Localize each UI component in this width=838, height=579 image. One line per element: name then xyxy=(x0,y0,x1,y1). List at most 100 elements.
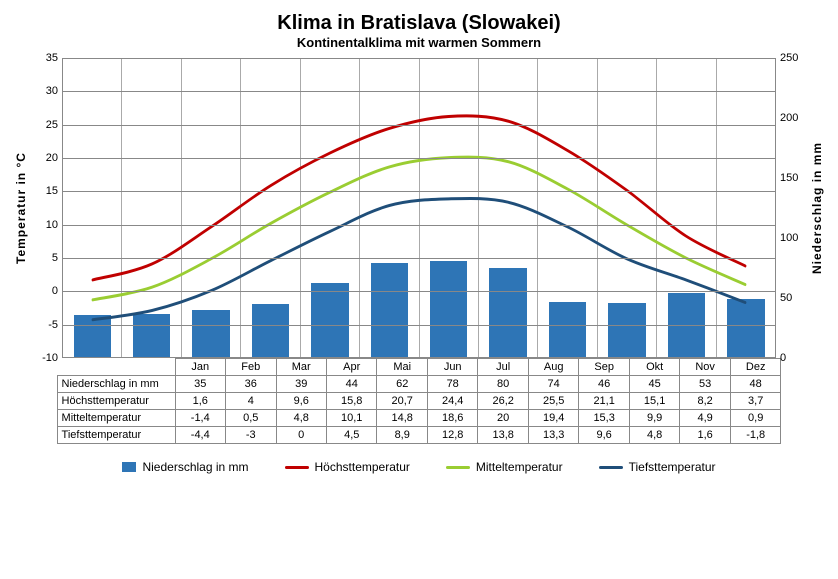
high-line xyxy=(93,116,746,280)
table-cell: 15,3 xyxy=(579,410,629,427)
y-axis-right-ticks: 050100150200250 xyxy=(776,58,808,358)
chart-subtitle: Kontinentalklima mit warmen Sommern xyxy=(12,35,826,50)
table-header-cell: Sep xyxy=(579,359,629,376)
table-cell: 0,9 xyxy=(730,410,781,427)
y-axis-right-label: Niederschlag in mm xyxy=(808,58,826,358)
table-header-cell: Aug xyxy=(528,359,578,376)
chart-title: Klima in Bratislava (Slowakei) xyxy=(12,12,826,35)
table-header-cell: Mai xyxy=(377,359,427,376)
table-cell: 24,4 xyxy=(427,393,477,410)
table-cell: 4,5 xyxy=(326,427,376,444)
table-cell: 4,8 xyxy=(276,410,326,427)
table-cell: 8,9 xyxy=(377,427,427,444)
gridline xyxy=(63,91,775,92)
table-row-label: Niederschlag in mm xyxy=(57,376,175,393)
table-cell: 62 xyxy=(377,376,427,393)
legend-swatch-line-icon xyxy=(285,466,309,469)
gridline xyxy=(63,125,775,126)
y-right-tick: 50 xyxy=(780,292,792,304)
table-cell: 53 xyxy=(680,376,730,393)
table-row-label: Höchsttemperatur xyxy=(57,393,175,410)
table-header-cell: Jul xyxy=(478,359,528,376)
y-right-tick: 250 xyxy=(780,52,798,64)
y-right-tick: 100 xyxy=(780,232,798,244)
table-corner xyxy=(57,359,175,376)
table-cell: 19,4 xyxy=(528,410,578,427)
table-cell: 13,3 xyxy=(528,427,578,444)
table-cell: 20,7 xyxy=(377,393,427,410)
y-left-tick: 35 xyxy=(46,52,58,64)
plot-canvas xyxy=(62,58,776,358)
table-cell: 45 xyxy=(629,376,679,393)
legend: Niederschlag in mm Höchsttemperatur Mittel… xyxy=(12,460,826,474)
data-table: JanFebMarAprMaiJunJulAugSepOktNovDezNied… xyxy=(57,358,782,444)
table-header-cell: Jan xyxy=(175,359,225,376)
low-line xyxy=(93,198,746,319)
table-cell: 26,2 xyxy=(478,393,528,410)
y-left-tick: -10 xyxy=(42,352,58,364)
table-cell: 20 xyxy=(478,410,528,427)
legend-swatch-line-icon xyxy=(599,466,623,469)
table-cell: 39 xyxy=(276,376,326,393)
table-row-label: Tiefsttemperatur xyxy=(57,427,175,444)
table-cell: -4,4 xyxy=(175,427,225,444)
gridline xyxy=(63,225,775,226)
y-left-tick: -5 xyxy=(48,319,58,331)
gridline xyxy=(63,258,775,259)
table-cell: 4,8 xyxy=(629,427,679,444)
table-cell: 9,6 xyxy=(579,427,629,444)
line-layer xyxy=(63,58,775,357)
gridline xyxy=(63,191,775,192)
table-cell: 0,5 xyxy=(226,410,276,427)
table-cell: 1,6 xyxy=(175,393,225,410)
table-cell: 15,1 xyxy=(629,393,679,410)
y-left-tick: 5 xyxy=(52,252,58,264)
gridline xyxy=(63,158,775,159)
climate-chart: Klima in Bratislava (Slowakei) Kontinent… xyxy=(12,12,826,474)
table-cell: 18,6 xyxy=(427,410,477,427)
table-cell: 74 xyxy=(528,376,578,393)
table-cell: 35 xyxy=(175,376,225,393)
mean-line xyxy=(93,157,746,300)
legend-swatch-line-icon xyxy=(446,466,470,469)
table-cell: 44 xyxy=(326,376,376,393)
y-right-tick: 200 xyxy=(780,112,798,124)
legend-item: Mitteltemperatur xyxy=(446,460,563,474)
table-header-cell: Feb xyxy=(226,359,276,376)
table-row-label: Mitteltemperatur xyxy=(57,410,175,427)
table-cell: 48 xyxy=(730,376,781,393)
legend-swatch-bar-icon xyxy=(122,462,136,472)
table-cell: -1,8 xyxy=(730,427,781,444)
legend-label: Niederschlag in mm xyxy=(142,460,248,474)
gridline xyxy=(63,291,775,292)
table-cell: 13,8 xyxy=(478,427,528,444)
legend-item: Höchsttemperatur xyxy=(285,460,410,474)
table-cell: 25,5 xyxy=(528,393,578,410)
plot-area: Temperatur in °C -10-505101520253035 050… xyxy=(12,58,826,358)
table-cell: 9,9 xyxy=(629,410,679,427)
table-cell: 0 xyxy=(276,427,326,444)
y-right-tick: 150 xyxy=(780,172,798,184)
y-left-tick: 30 xyxy=(46,85,58,97)
y-left-tick: 20 xyxy=(46,152,58,164)
table-cell: 12,8 xyxy=(427,427,477,444)
legend-label: Mitteltemperatur xyxy=(476,460,563,474)
gridline xyxy=(63,325,775,326)
table-cell: 78 xyxy=(427,376,477,393)
gridline xyxy=(63,58,775,59)
table-header-cell: Nov xyxy=(680,359,730,376)
table-cell: 1,6 xyxy=(680,427,730,444)
table-row: Niederschlag in mm3536394462788074464553… xyxy=(57,376,781,393)
table-cell: 80 xyxy=(478,376,528,393)
table-row: Tiefsttemperatur-4,4-304,58,912,813,813,… xyxy=(57,427,781,444)
y-right-tick: 0 xyxy=(780,352,786,364)
y-left-tick: 25 xyxy=(46,119,58,131)
table-header-cell: Jun xyxy=(427,359,477,376)
y-axis-left-label: Temperatur in °C xyxy=(12,58,30,358)
table-cell: 15,8 xyxy=(326,393,376,410)
table-row: Mitteltemperatur-1,40,54,810,114,818,620… xyxy=(57,410,781,427)
y-left-tick: 10 xyxy=(46,219,58,231)
legend-item: Niederschlag in mm xyxy=(122,460,248,474)
table-header-cell: Mar xyxy=(276,359,326,376)
table-cell: -1,4 xyxy=(175,410,225,427)
